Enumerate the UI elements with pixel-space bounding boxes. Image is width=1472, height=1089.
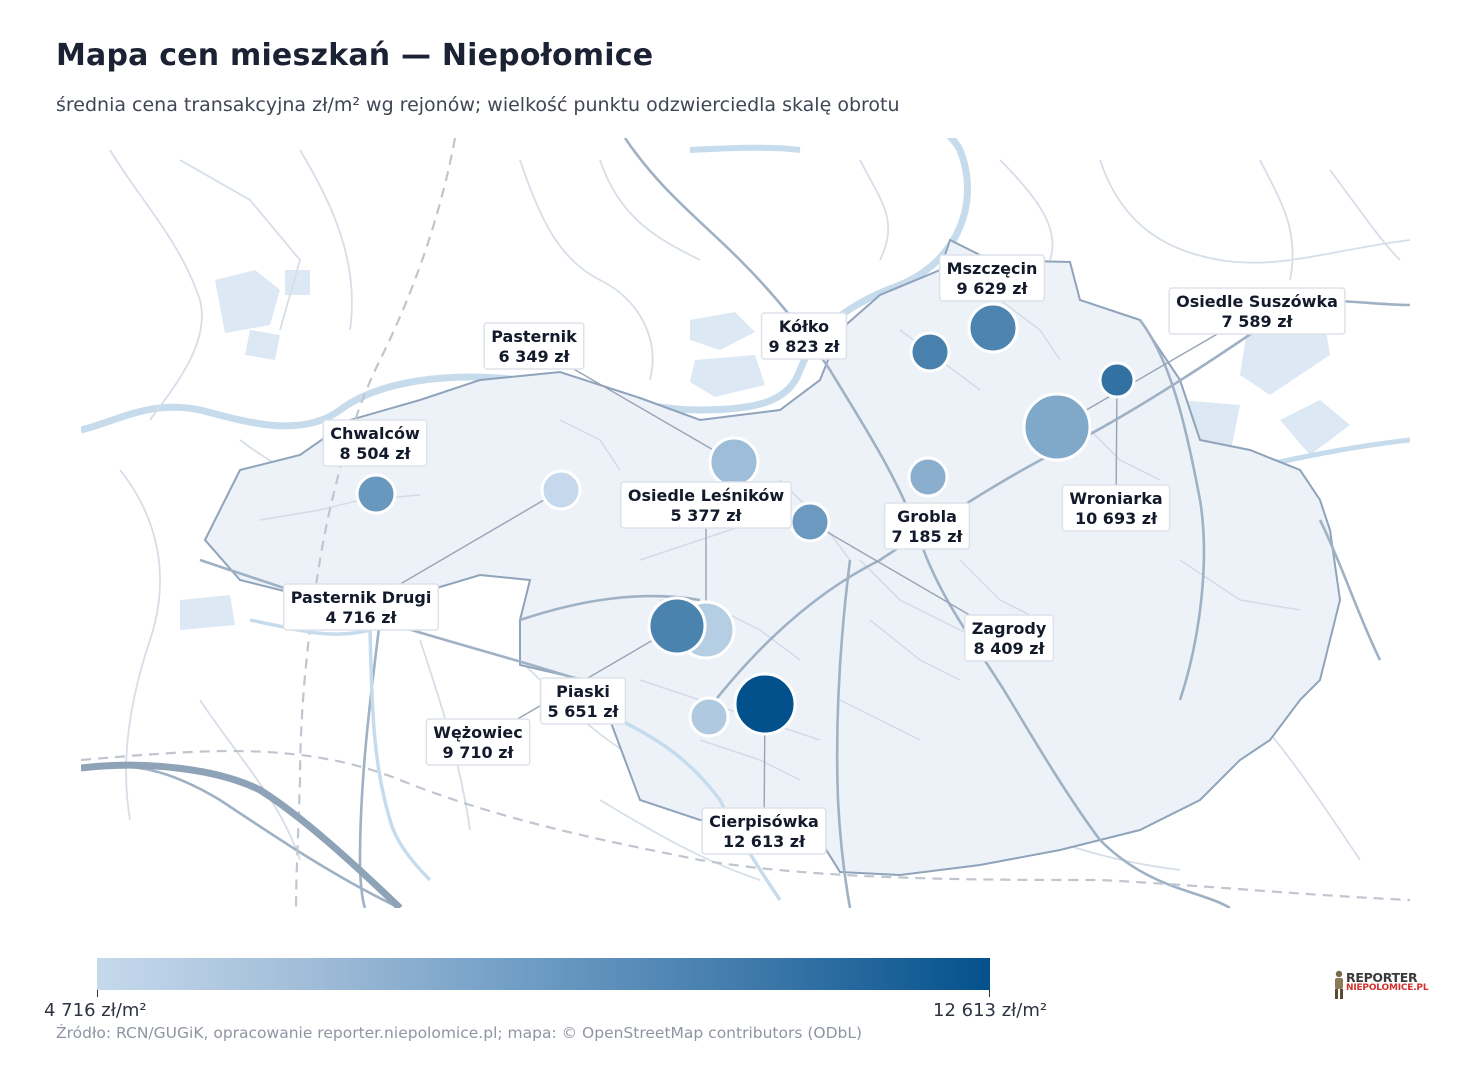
district-price: 9 823 zł <box>769 337 841 356</box>
district-price: 4 716 zł <box>326 608 398 627</box>
district-name: Zagrody <box>972 619 1047 638</box>
colorbar-max-tick <box>989 990 990 997</box>
marker-piaski[interactable] <box>688 696 730 738</box>
colorbar-max-label: 12 613 zł/m² <box>933 1000 1048 1021</box>
district-price: 7 185 zł <box>892 527 964 546</box>
page-title: Mapa cen mieszkań — Niepołomice <box>56 38 654 73</box>
district-name: Piaski <box>556 682 610 701</box>
logo-line-1: REPORTER <box>1346 970 1418 985</box>
district-price: 8 504 zł <box>340 444 412 463</box>
district-price: 5 651 zł <box>548 702 620 721</box>
district-name: Grobla <box>897 507 957 526</box>
reporter-logo: REPORTER NIEPOLOMICE.PL <box>1332 968 1429 1002</box>
railway <box>81 138 1410 908</box>
district-name: Kółko <box>779 317 829 336</box>
district-price: 5 377 zł <box>671 506 743 525</box>
marker-kolko[interactable] <box>909 331 951 373</box>
source-note: Źródło: RCN/GUGiK, opracowanie reporter.… <box>56 1024 863 1042</box>
marker-zagrody[interactable] <box>789 501 831 543</box>
district-name: Wroniarka <box>1069 489 1162 508</box>
district-name: Pasternik Drugi <box>291 588 432 607</box>
marker-grobla[interactable] <box>907 456 949 498</box>
marker-pasternik[interactable] <box>708 436 760 488</box>
marker-wroniarka[interactable] <box>1098 361 1136 399</box>
district-price: 7 589 zł <box>1222 312 1294 331</box>
district-name: Chwalców <box>330 424 420 443</box>
district-price: 9 629 zł <box>957 279 1029 298</box>
district-price: 12 613 zł <box>723 832 806 851</box>
marker-cierpisowka[interactable] <box>733 672 797 736</box>
district-name: Pasternik <box>491 327 577 346</box>
colorbar <box>97 958 990 990</box>
logo-line-2: NIEPOLOMICE.PL <box>1346 983 1429 993</box>
district-price: 6 349 zł <box>499 347 571 366</box>
district-name: Osiedle Suszówka <box>1176 292 1338 311</box>
district-price: 9 710 zł <box>443 743 515 762</box>
district-price: 8 409 zł <box>974 639 1046 658</box>
marker-pasternik-drugi[interactable] <box>540 469 582 511</box>
district-name: Osiedle Leśników <box>628 486 784 505</box>
district-markers[interactable] <box>355 302 1136 738</box>
district-name: Wężowiec <box>433 723 522 742</box>
marker-mszczecin[interactable] <box>967 302 1019 354</box>
marker-chwalcow[interactable] <box>355 473 397 515</box>
district-price: 10 693 zł <box>1075 509 1158 528</box>
reporter-figure-icon <box>1335 970 1343 999</box>
page-subtitle: średnia cena transakcyjna zł/m² wg rejon… <box>56 94 900 116</box>
colorbar-min-label: 4 716 zł/m² <box>44 1000 147 1021</box>
district-name: Cierpisówka <box>709 812 819 831</box>
marker-osiedle-suszowka[interactable] <box>1022 392 1092 462</box>
marker-wezowiec[interactable] <box>647 596 707 656</box>
colorbar-min-tick <box>97 990 98 997</box>
district-name: Mszczęcin <box>947 259 1038 278</box>
